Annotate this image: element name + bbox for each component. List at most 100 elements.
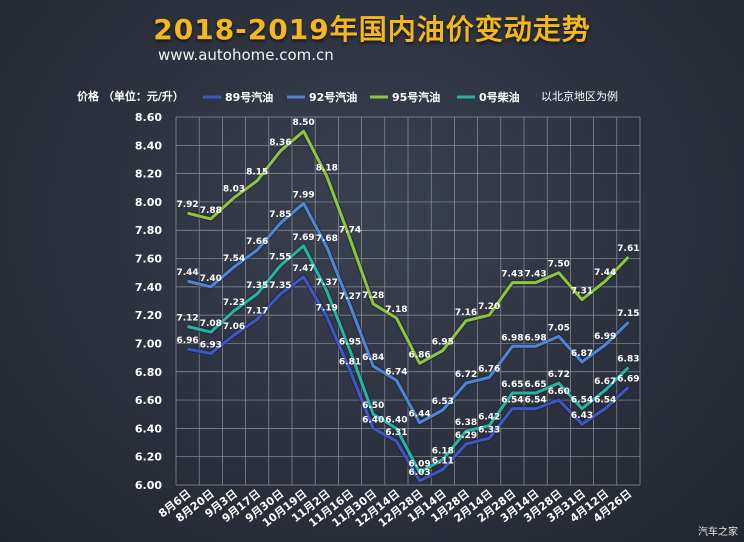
- data-label-s3-15: 6.65: [524, 380, 546, 390]
- data-label-s1-2: 7.54: [223, 254, 245, 264]
- y-tick-1: 6.20: [135, 451, 162, 464]
- data-label-s0-6: 7.19: [316, 304, 338, 314]
- y-tick-8: 7.60: [135, 253, 162, 266]
- data-label-s1-1: 7.40: [200, 274, 222, 284]
- data-label-s1-6: 7.68: [316, 234, 338, 244]
- data-label-s3-17: 6.54: [571, 396, 593, 406]
- data-label-s0-2: 7.06: [223, 322, 245, 332]
- data-label-s2-2: 8.03: [223, 185, 245, 195]
- data-label-s2-1: 7.88: [200, 206, 222, 216]
- data-label-s0-11: 6.11: [432, 456, 454, 466]
- data-label-s0-8: 6.40: [362, 415, 384, 425]
- x-axis-ticks: 8月6日8月20日9月3日9月17日9月30日10月19日11月2日11月16日…: [156, 487, 634, 530]
- data-label-s2-15: 7.43: [524, 270, 546, 280]
- data-label-s2-16: 7.50: [548, 260, 570, 270]
- data-label-s3-2: 7.23: [223, 298, 245, 308]
- legend: 价格 （单位：元/升） 89号汽油 92号汽油 95号汽油 0号柴油 以北京地区为例: [77, 89, 618, 104]
- watermark: 汽车之家: [698, 527, 738, 538]
- y-tick-3: 6.60: [135, 394, 162, 407]
- data-label-s2-14: 7.43: [501, 270, 523, 280]
- data-label-s2-5: 8.50: [292, 118, 314, 128]
- data-label-s0-16: 6.60: [548, 387, 570, 397]
- y-tick-5: 7.00: [135, 337, 162, 350]
- data-label-s0-0: 6.96: [176, 336, 198, 346]
- data-label-s0-9: 6.31: [385, 428, 407, 438]
- legend-items: 89号汽油 92号汽油 95号汽油 0号柴油: [203, 90, 520, 104]
- data-label-s1-19: 7.15: [617, 309, 639, 319]
- data-label-s2-19: 7.61: [617, 244, 639, 254]
- series-line-1: [187, 201, 630, 425]
- data-label-s2-10: 6.86: [408, 350, 430, 360]
- data-label-s3-3: 7.35: [246, 281, 268, 291]
- data-label-s0-19: 6.69: [617, 374, 639, 384]
- data-label-s1-13: 6.76: [478, 364, 500, 374]
- series-line-2: [187, 129, 630, 365]
- data-label-s0-12: 6.29: [455, 431, 477, 441]
- data-label-s2-13: 7.20: [478, 302, 500, 312]
- data-label-s1-5: 7.99: [292, 190, 314, 200]
- data-label-s3-5: 7.69: [292, 233, 314, 243]
- data-labels: 6.96 6.937.067.177.357.477.196.816.406.31…: [176, 118, 639, 478]
- data-label-s1-17: 6.87: [571, 349, 593, 359]
- data-label-s3-12: 6.38: [455, 418, 477, 428]
- data-label-s2-12: 7.16: [455, 308, 477, 318]
- data-label-s0-7: 6.81: [339, 357, 361, 367]
- data-label-s0-18: 6.54: [594, 396, 616, 406]
- data-label-s3-7: 6.95: [339, 338, 361, 348]
- y-tick-2: 6.40: [135, 422, 162, 435]
- data-label-s1-8: 6.84: [362, 353, 384, 363]
- legend-label-0: 89号汽油: [225, 90, 273, 104]
- chart-title: 2018-2019年国内油价变动走势: [153, 13, 591, 46]
- data-label-s3-14: 6.65: [501, 380, 523, 390]
- data-label-s2-9: 7.18: [385, 305, 407, 315]
- data-label-s1-9: 6.74: [385, 367, 407, 377]
- data-label-s2-8: 7.28: [362, 291, 384, 301]
- data-label-s1-0: 7.44: [176, 268, 198, 278]
- data-label-s1-12: 6.72: [455, 370, 477, 380]
- y-axis-label: 价格 （单位：元/升）: [77, 89, 184, 103]
- data-label-s2-3: 8.15: [246, 168, 268, 178]
- data-label-s1-7: 7.27: [339, 292, 361, 302]
- data-label-s1-3: 7.66: [246, 237, 268, 247]
- data-label-s1-15: 6.98: [524, 333, 546, 343]
- series-line-3: [187, 244, 630, 474]
- series-line-0: [187, 275, 630, 483]
- data-label-s0-10: 6.03: [408, 468, 430, 478]
- y-tick-9: 7.80: [135, 224, 162, 237]
- data-label-s2-4: 8.36: [269, 138, 291, 148]
- data-label-s2-7: 7.74: [339, 226, 361, 236]
- data-label-s1-10: 6.44: [408, 410, 430, 420]
- legend-label-1: 92号汽油: [309, 90, 357, 104]
- y-tick-4: 6.80: [135, 366, 162, 379]
- data-label-s0-17: 6.43: [571, 411, 593, 421]
- data-label-s1-16: 7.05: [548, 323, 570, 333]
- data-label-s0-1: 6.93: [200, 340, 222, 350]
- data-label-s1-18: 6.99: [594, 332, 616, 342]
- data-label-s2-0: 7.92: [176, 200, 198, 210]
- data-label-s1-4: 7.85: [269, 210, 291, 220]
- data-label-s3-10: 6.09: [408, 459, 430, 469]
- data-label-s2-17: 7.31: [571, 287, 593, 297]
- y-axis-ticks: 6.00 6.20 6.40 6.60 6.80 7.00 7.20 7.40 7.60 7.80…: [135, 111, 162, 492]
- data-label-s0-4: 7.35: [269, 281, 291, 291]
- data-label-s3-4: 7.55: [269, 253, 291, 263]
- legend-label-3: 0号柴油: [479, 90, 520, 104]
- y-tick-6: 7.20: [135, 309, 162, 322]
- y-tick-0: 6.00: [135, 479, 162, 492]
- data-label-s3-16: 6.72: [548, 370, 570, 380]
- grid: [175, 116, 641, 486]
- data-label-s0-13: 6.33: [478, 425, 500, 435]
- data-label-s0-3: 7.17: [246, 306, 268, 316]
- y-tick-13: 8.60: [135, 111, 162, 124]
- y-tick-12: 8.40: [135, 139, 162, 152]
- data-label-s3-18: 6.67: [594, 377, 616, 387]
- series-lines: [186, 128, 631, 484]
- data-label-s3-1: 7.08: [200, 319, 222, 329]
- data-label-s3-6: 7.37: [316, 278, 338, 288]
- y-tick-7: 7.40: [135, 281, 162, 294]
- region-note: 以北京地区为例: [541, 89, 618, 103]
- data-label-s1-11: 6.53: [432, 397, 454, 407]
- data-label-s0-14: 6.54: [501, 396, 523, 406]
- data-label-s0-15: 6.54: [524, 396, 546, 406]
